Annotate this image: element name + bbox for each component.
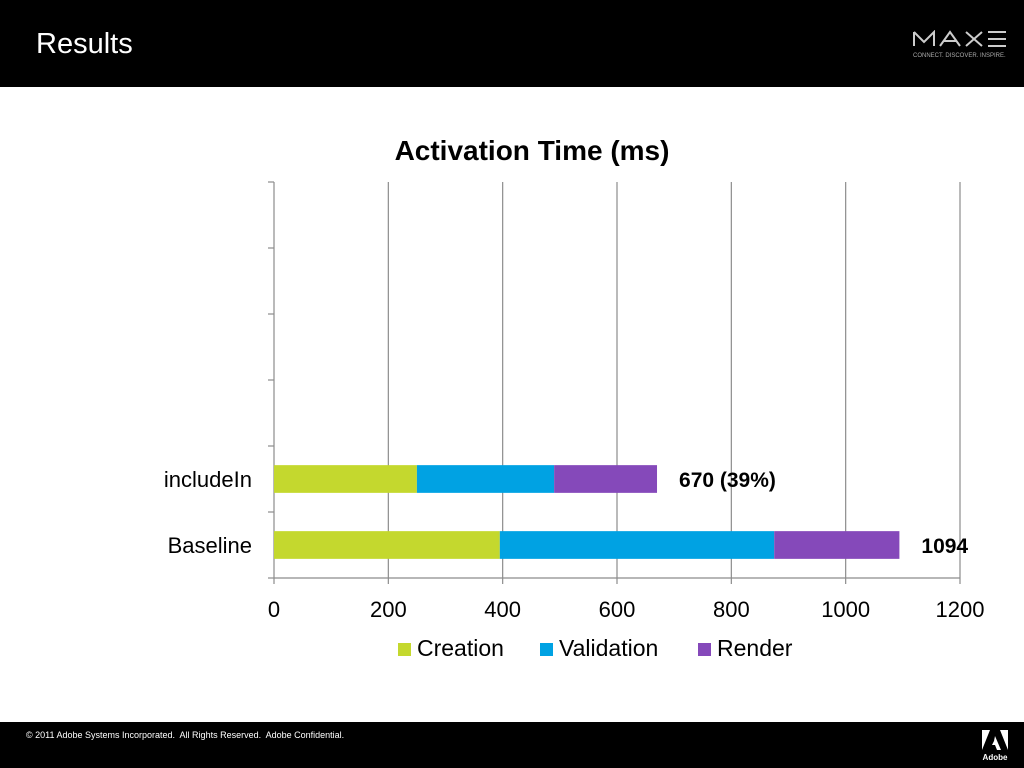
- x-tick-label: 800: [713, 597, 750, 622]
- max-logo: CONNECT. DISCOVER. INSPIRE.: [913, 30, 1006, 59]
- bar-segment-validation: [499, 531, 775, 559]
- total-data-label: 670 (39%): [679, 469, 776, 492]
- legend-label: Validation: [559, 635, 658, 661]
- total-data-label: 1094: [921, 535, 968, 558]
- adobe-wordmark: Adobe: [983, 753, 1008, 762]
- bar-segment-render: [554, 465, 658, 493]
- legend-label: Render: [717, 635, 793, 661]
- bar-segment-render: [774, 531, 900, 559]
- legend-swatch: [398, 643, 411, 656]
- category-label: Baseline: [168, 533, 252, 558]
- x-tick-label: 600: [599, 597, 636, 622]
- bar-segment-creation: [274, 465, 417, 493]
- footer-bar: © 2011 Adobe Systems Incorporated. All R…: [0, 722, 1024, 768]
- adobe-logo: Adobe: [982, 730, 1008, 762]
- footer-copyright: © 2011 Adobe Systems Incorporated. All R…: [26, 730, 345, 740]
- axis-layer: 0 200 400 600 800 1000 1200 includeIn Baseline: [164, 181, 985, 622]
- x-tick-label: 1000: [821, 597, 870, 622]
- page-title: Results: [36, 28, 133, 60]
- bar-segment-validation: [416, 465, 555, 493]
- activation-time-chart: Activation Time (ms) 0 200 400 600 800 1000 12…: [164, 135, 985, 661]
- header-bar: Results CONNECT. DISCOVER. INSPIRE.: [0, 0, 1024, 87]
- legend: Creation Validation Render: [398, 635, 793, 661]
- bar-segment-creation: [274, 531, 500, 559]
- chart-title: Activation Time (ms): [395, 135, 670, 166]
- x-tick-label: 200: [370, 597, 407, 622]
- legend-label: Creation: [417, 635, 504, 661]
- category-label: includeIn: [164, 467, 252, 492]
- label-layer: 670 (39%) 1094: [679, 469, 968, 558]
- max-tagline: CONNECT. DISCOVER. INSPIRE.: [913, 53, 1006, 59]
- bar-layer: [274, 465, 900, 559]
- legend-swatch: [540, 643, 553, 656]
- x-tick-label: 1200: [936, 597, 985, 622]
- x-tick-label: 0: [268, 597, 280, 622]
- legend-swatch: [698, 643, 711, 656]
- grid-layer: [387, 182, 961, 578]
- x-tick-label: 400: [484, 597, 521, 622]
